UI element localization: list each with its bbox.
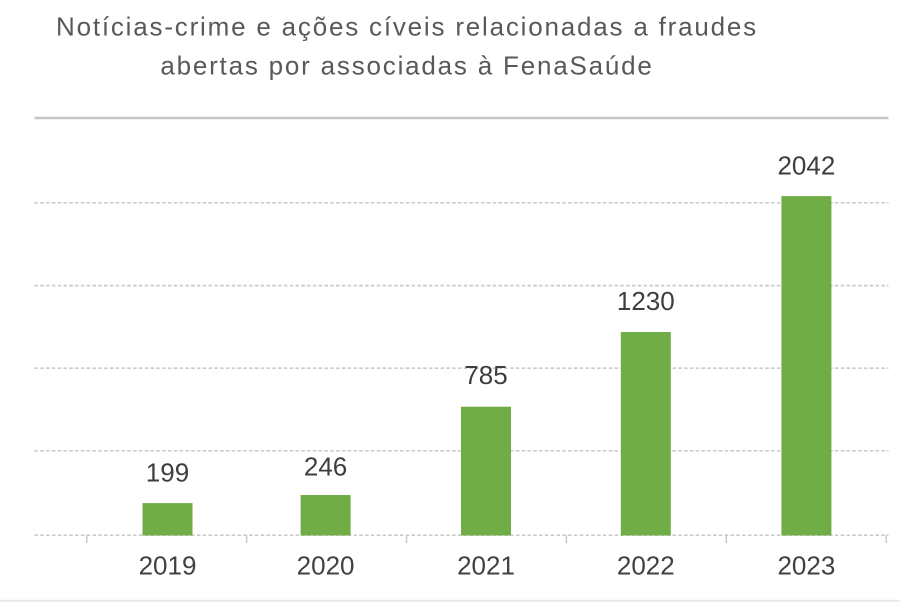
svg-text:2022: 2022 (617, 551, 675, 581)
svg-text:199: 199 (146, 458, 189, 488)
svg-text:1230: 1230 (617, 286, 675, 316)
svg-text:785: 785 (464, 360, 507, 390)
svg-text:2019: 2019 (139, 551, 197, 581)
svg-text:246: 246 (304, 452, 347, 482)
svg-text:Notícias-crime e ações cíveis: Notícias-crime e ações cíveis relacionad… (56, 12, 758, 42)
svg-text:2021: 2021 (457, 551, 515, 581)
svg-text:2042: 2042 (777, 150, 835, 180)
svg-text:abertas por associadas à FenaS: abertas por associadas à FenaSaúde (160, 51, 653, 81)
svg-text:2023: 2023 (777, 551, 835, 581)
svg-text:2020: 2020 (297, 551, 355, 581)
